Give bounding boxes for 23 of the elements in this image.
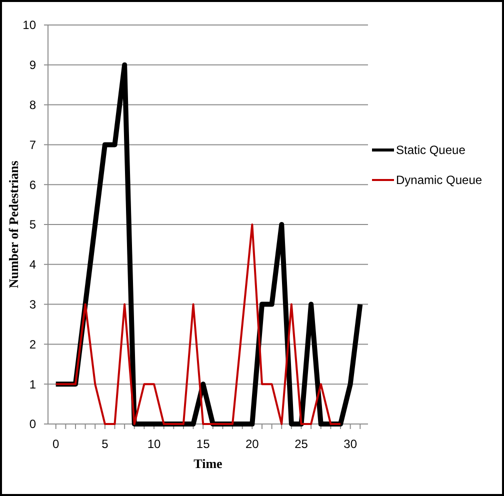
legend-label: Static Queue	[396, 143, 466, 158]
x-tick-label: 5	[102, 437, 109, 451]
y-tick-label: 5	[29, 218, 36, 232]
x-tick-label: 20	[245, 437, 260, 451]
y-tick-label: 0	[29, 417, 36, 432]
line-series	[54, 224, 342, 425]
y-tick-label: 9	[29, 58, 36, 72]
x-tick-label: 30	[344, 437, 358, 451]
y-tick-label: 7	[29, 138, 36, 152]
x-tick-label: 15	[196, 437, 210, 451]
y-tick-label: 10	[22, 18, 36, 32]
y-tick-label: 6	[29, 178, 36, 192]
y-tick-label: 4	[29, 258, 36, 272]
y-tick-label: 8	[29, 98, 36, 112]
y-tick-label: 3	[29, 298, 36, 312]
legend-label: Dynamic Queue	[396, 173, 482, 188]
y-axis-title: Number of Pedestrians	[6, 160, 21, 288]
x-tick-label: 0	[52, 437, 60, 451]
x-tick-label: 10	[147, 437, 162, 451]
y-tick-label: 2	[29, 337, 36, 352]
y-tick-label: 1	[29, 377, 36, 392]
x-tick-label: 25	[294, 437, 308, 451]
x-axis-title: Time	[194, 456, 223, 471]
